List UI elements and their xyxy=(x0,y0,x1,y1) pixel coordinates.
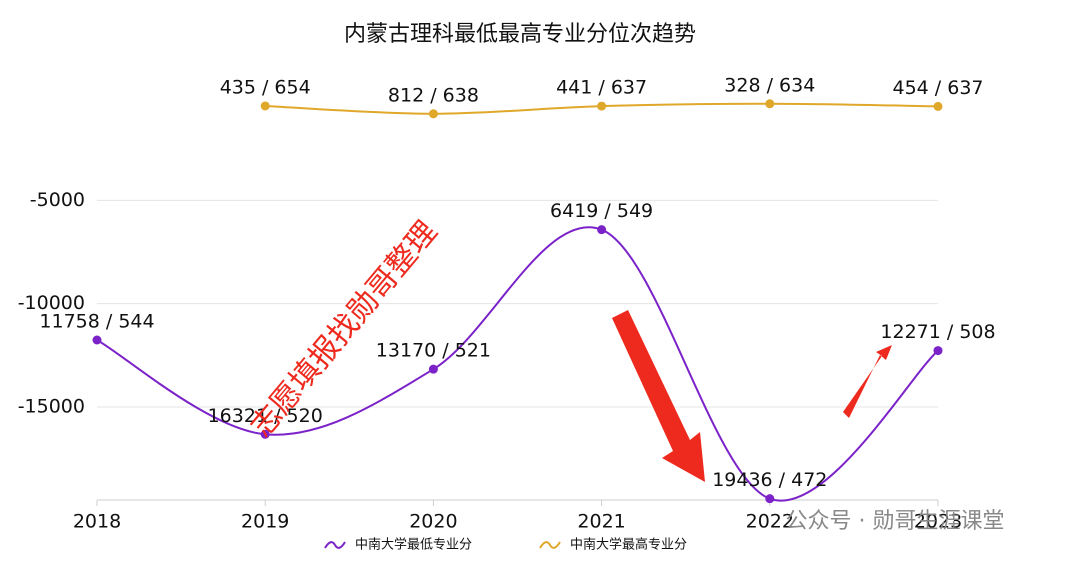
data-point xyxy=(933,346,943,356)
y-tick-label: -10000 xyxy=(18,292,85,314)
data-label: 441 / 637 xyxy=(556,77,647,99)
data-point xyxy=(260,429,270,439)
data-point xyxy=(92,335,102,345)
data-label: 12271 / 508 xyxy=(880,321,995,343)
legend-label: 中南大学最高专业分 xyxy=(570,537,687,553)
data-point xyxy=(260,101,270,111)
data-point xyxy=(428,109,438,119)
data-label: 16321 / 520 xyxy=(208,405,323,427)
x-tick-label: 2023 xyxy=(914,511,962,533)
data-label: 812 / 638 xyxy=(388,84,479,106)
up-arrow xyxy=(843,345,892,418)
data-label: 6419 / 549 xyxy=(550,200,653,222)
y-tick-label: -5000 xyxy=(30,189,85,211)
data-label: 435 / 654 xyxy=(220,76,311,98)
data-point xyxy=(428,364,438,374)
legend-swatch xyxy=(324,541,346,549)
series-line xyxy=(96,226,939,502)
data-point xyxy=(765,494,775,504)
x-tick-label: 2021 xyxy=(577,511,625,533)
y-tick-label: -15000 xyxy=(18,396,85,418)
data-label: 11758 / 544 xyxy=(39,310,154,332)
down-arrow xyxy=(612,310,705,482)
watermark: 志愿填报找勋哥整理 xyxy=(244,215,444,444)
data-point xyxy=(765,99,775,109)
chart-title: 内蒙古理科最低最高专业分位次趋势 xyxy=(344,22,696,47)
data-label: 454 / 637 xyxy=(892,77,983,99)
x-tick-label: 2022 xyxy=(746,511,794,533)
legend-swatch xyxy=(539,541,561,549)
legend-label: 中南大学最低专业分 xyxy=(355,537,472,553)
x-tick-label: 2020 xyxy=(409,511,457,533)
data-point xyxy=(933,101,943,111)
data-label: 328 / 634 xyxy=(724,74,815,96)
x-tick-label: 2018 xyxy=(73,511,121,533)
data-point xyxy=(597,101,607,111)
x-tick-label: 2019 xyxy=(241,511,289,533)
source-watermark: 公众号 · 勋哥生涯课堂 xyxy=(786,509,1005,534)
data-label: 19436 / 472 xyxy=(712,469,827,491)
data-label: 13170 / 521 xyxy=(376,340,491,362)
data-point xyxy=(597,225,607,235)
